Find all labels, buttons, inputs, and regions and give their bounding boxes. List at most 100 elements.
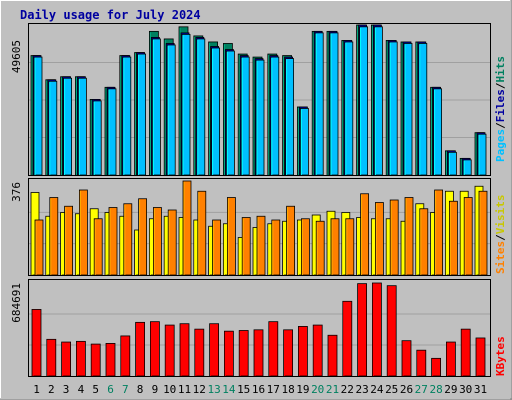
bar-sites-day-7 — [123, 203, 133, 276]
bar-sites-day-12 — [197, 190, 207, 276]
middle-panel-ymax-label: 376 — [10, 182, 23, 202]
day-label-29: 29 — [444, 383, 457, 396]
bar-kbytes-day-14 — [223, 330, 234, 377]
bar-pages-day-28 — [433, 88, 443, 176]
bar-sites-day-25 — [389, 199, 399, 276]
bar-kbytes-day-16 — [253, 329, 264, 377]
bar-kbytes-day-26 — [401, 340, 412, 377]
chart-title: Daily usage for July 2024 — [20, 8, 201, 22]
bar-pages-day-13 — [211, 47, 221, 176]
bar-sites-day-29 — [448, 200, 458, 276]
day-label-12: 12 — [193, 383, 206, 396]
day-label-17: 17 — [267, 383, 280, 396]
bar-kbytes-day-4 — [76, 340, 86, 377]
bars — [30, 24, 488, 377]
bottom-panel-ymax-label: 684691 — [10, 283, 23, 323]
bar-kbytes-day-23 — [357, 283, 368, 377]
day-label-6: 6 — [107, 383, 114, 396]
bar-kbytes-day-18 — [283, 329, 294, 377]
day-label-22: 22 — [341, 383, 354, 396]
bar-kbytes-day-1 — [31, 309, 42, 377]
bar-kbytes-day-31 — [475, 337, 486, 377]
bar-sites-day-30 — [463, 197, 473, 276]
bar-pages-day-12 — [196, 38, 206, 176]
bar-kbytes-day-27 — [416, 349, 427, 377]
bar-pages-day-4 — [78, 77, 87, 176]
bar-kbytes-day-10 — [164, 324, 175, 377]
bar-pages-day-14 — [225, 50, 235, 176]
bar-pages-day-27 — [418, 43, 428, 176]
day-label-3: 3 — [63, 383, 70, 396]
bar-kbytes-day-20 — [312, 324, 323, 377]
day-label-10: 10 — [163, 383, 176, 396]
bar-kbytes-day-7 — [120, 335, 131, 377]
bar-pages-day-15 — [240, 56, 250, 176]
bar-sites-day-14 — [226, 197, 236, 276]
bar-kbytes-day-13 — [209, 323, 220, 377]
day-label-26: 26 — [400, 383, 413, 396]
day-label-30: 30 — [459, 383, 472, 396]
bar-kbytes-day-9 — [149, 321, 160, 377]
bar-sites-day-19 — [300, 218, 310, 276]
bar-kbytes-day-19 — [297, 326, 308, 377]
bar-kbytes-day-29 — [445, 341, 456, 377]
day-label-5: 5 — [92, 383, 99, 396]
day-label-19: 19 — [296, 383, 309, 396]
bar-sites-day-22 — [345, 218, 355, 276]
bar-sites-day-10 — [167, 209, 177, 276]
top-panel-ymax-label: 49605 — [10, 40, 23, 73]
bar-kbytes-day-12 — [194, 328, 205, 377]
bar-sites-day-3 — [64, 205, 73, 276]
bar-pages-day-2 — [48, 80, 58, 176]
legend-visits: Visits — [494, 195, 507, 235]
bar-pages-day-23 — [359, 26, 369, 176]
day-label-2: 2 — [48, 383, 55, 396]
day-label-14: 14 — [222, 383, 236, 396]
bar-pages-day-19 — [299, 108, 309, 176]
day-label-9: 9 — [152, 383, 159, 396]
bar-sites-day-28 — [434, 189, 444, 276]
legend-hits: Hits — [494, 56, 507, 83]
bar-pages-day-16 — [255, 59, 265, 176]
bar-pages-day-18 — [285, 58, 295, 176]
day-label-21: 21 — [326, 383, 339, 396]
top-panel-legend: Pages/Files/Hits — [494, 56, 507, 162]
bar-sites-day-4 — [79, 189, 88, 276]
bar-kbytes-day-30 — [460, 328, 471, 377]
bar-sites-day-21 — [330, 218, 340, 276]
day-label-18: 18 — [281, 383, 294, 396]
bar-pages-day-22 — [344, 41, 354, 176]
bar-pages-day-6 — [107, 88, 117, 176]
bar-sites-day-27 — [419, 208, 429, 276]
bar-kbytes-day-28 — [431, 357, 442, 377]
bar-kbytes-day-5 — [90, 343, 101, 377]
legend-kbytes: KBytes — [494, 336, 507, 376]
bar-sites-day-26 — [404, 197, 414, 276]
day-label-16: 16 — [252, 383, 265, 396]
bar-sites-day-24 — [374, 202, 384, 276]
legend-pages: Pages — [494, 129, 507, 162]
bar-sites-day-9 — [152, 207, 162, 276]
bar-kbytes-day-6 — [105, 343, 116, 377]
bar-pages-day-7 — [122, 56, 132, 176]
bar-sites-day-17 — [271, 219, 281, 276]
bar-kbytes-day-11 — [179, 323, 190, 377]
day-label-25: 25 — [385, 383, 398, 396]
day-label-28: 28 — [429, 383, 442, 396]
bar-kbytes-day-3 — [61, 341, 71, 377]
bar-pages-day-9 — [151, 38, 161, 176]
bar-sites-day-6 — [108, 207, 118, 276]
day-label-13: 13 — [207, 383, 220, 396]
bar-sites-day-1 — [34, 219, 44, 276]
day-label-4: 4 — [78, 383, 85, 396]
day-label-24: 24 — [370, 383, 384, 396]
bar-sites-day-13 — [212, 219, 222, 276]
bar-kbytes-day-8 — [135, 321, 146, 377]
bar-sites-day-31 — [478, 190, 488, 276]
bar-pages-day-21 — [329, 32, 339, 176]
bar-pages-day-30 — [462, 159, 472, 176]
day-label-1: 1 — [33, 383, 40, 396]
bar-sites-day-23 — [360, 193, 370, 276]
bar-sites-day-8 — [138, 198, 148, 276]
